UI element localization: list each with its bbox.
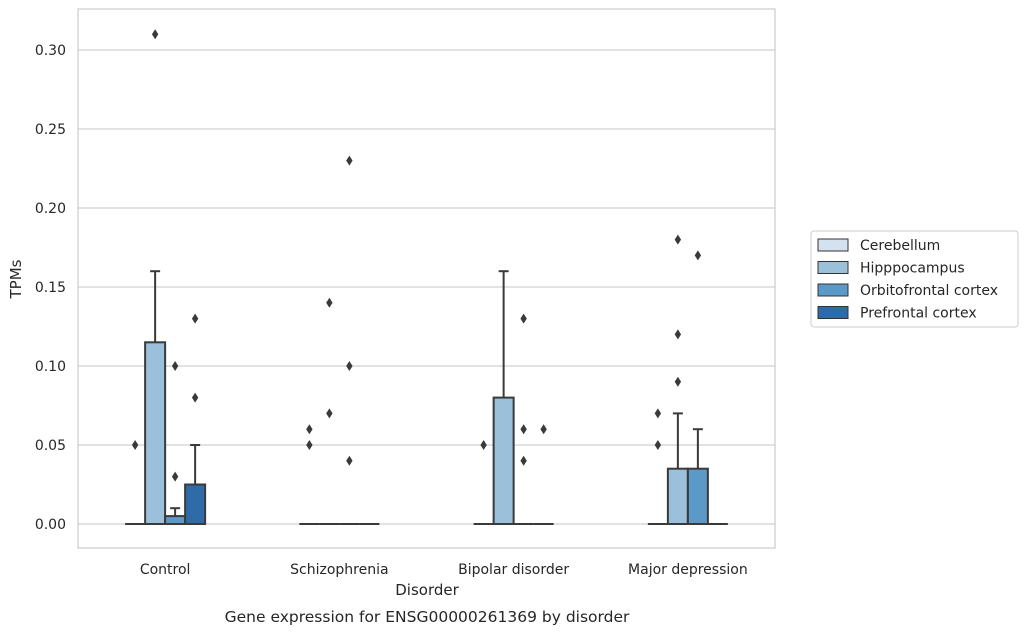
legend-swatch <box>817 306 849 319</box>
box-hipppocampus <box>144 29 167 525</box>
outlier-point <box>346 361 353 371</box>
x-tick-labels: Control Schizophrenia Bipolar disorder Majo… <box>140 562 748 578</box>
outlier-point <box>346 155 353 166</box>
box-rect <box>492 396 515 526</box>
legend-label: Hipppocampus <box>860 261 965 277</box>
y-tick-label: 0.05 <box>35 438 66 454</box>
outlier-point <box>326 408 333 419</box>
box-hipppocampus <box>492 270 515 526</box>
legend-swatch <box>817 261 849 274</box>
legend: Cerebellum Hipppocampus Orbitofrontal cort… <box>810 230 1019 328</box>
outlier-point <box>674 376 682 387</box>
legend-swatch <box>817 238 849 252</box>
outlier-point <box>171 471 179 482</box>
outlier-point <box>540 424 547 435</box>
outlier-point <box>171 361 179 371</box>
box-prefrontal-cortex <box>184 313 207 525</box>
y-tick-label: 0.10 <box>35 359 66 375</box>
box-rect <box>686 467 709 526</box>
box-plots <box>125 29 728 526</box>
outlier-point <box>191 392 199 403</box>
box-orbitofrontal-cortex <box>513 313 534 525</box>
legend-swatch <box>817 283 849 297</box>
box-orbitofrontal-cortex <box>164 361 187 525</box>
x-axis-label: Disorder <box>395 581 459 599</box>
outlier-point <box>674 234 682 245</box>
y-tick-label: 0.25 <box>35 122 66 138</box>
x-tick-label: Major depression <box>628 562 748 578</box>
outlier-point <box>306 424 313 435</box>
outlier-point <box>480 440 487 450</box>
outlier-point <box>326 297 333 308</box>
outlier-point <box>654 408 662 419</box>
legend-label: Cerebellum <box>860 238 940 254</box>
box-orbitofrontal-cortex <box>339 155 360 525</box>
y-tick-labels: 0.00 0.05 0.10 0.15 0.20 0.25 0.30 <box>35 43 66 533</box>
y-tick-label: 0.30 <box>35 43 66 59</box>
legend-label: Prefrontal cortex <box>860 306 977 322</box>
outlier-point <box>151 29 159 40</box>
x-tick-label: Control <box>140 562 191 578</box>
box-prefrontal-cortex <box>533 424 554 525</box>
outlier-point <box>654 440 662 450</box>
box-cerebellum <box>647 408 668 525</box>
box-cerebellum <box>473 440 494 525</box>
legend-items: Cerebellum Hipppocampus Orbitofrontal cort… <box>817 238 998 322</box>
outlier-point <box>131 440 139 450</box>
outlier-point <box>520 313 527 324</box>
box-rect <box>184 483 207 525</box>
plot-frame <box>77 8 776 549</box>
outlier-point <box>694 250 702 261</box>
y-tick-label: 0.00 <box>35 517 66 533</box>
y-tick-label: 0.15 <box>35 280 66 296</box>
legend-frame <box>810 230 1019 328</box>
box-cerebellum <box>125 440 146 525</box>
box-rect <box>144 341 167 525</box>
box-hipppocampus <box>666 234 689 526</box>
y-axis-label: TPMs <box>7 259 25 299</box>
outlier-point <box>191 313 199 324</box>
chart-caption: Gene expression for ENSG00000261369 by d… <box>225 608 630 626</box>
x-tick-label: Schizophrenia <box>290 562 388 578</box>
gridlines <box>78 49 775 525</box>
outlier-point <box>520 455 527 466</box>
y-tick-label: 0.20 <box>35 201 66 217</box>
outlier-point <box>346 455 353 466</box>
outlier-point <box>520 424 527 435</box>
box-hipppocampus <box>319 297 340 525</box>
box-orbitofrontal-cortex <box>686 250 709 526</box>
x-tick-label: Bipolar disorder <box>458 562 569 578</box>
outlier-point <box>674 329 682 340</box>
outlier-point <box>306 440 313 450</box>
legend-label: Orbitofrontal cortex <box>860 283 998 299</box>
box-rect <box>666 467 689 526</box>
box-rect <box>164 515 187 525</box>
box-cerebellum <box>299 424 320 525</box>
